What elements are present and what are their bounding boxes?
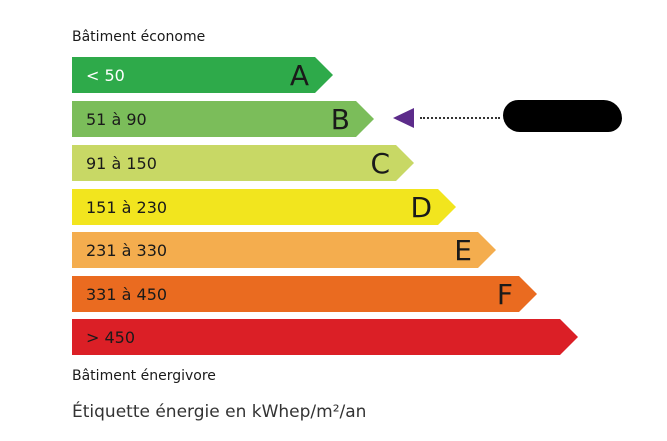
top-label: Bâtiment économe <box>72 29 206 45</box>
energy-class-bar-f: 331 à 450 F <box>72 276 537 312</box>
class-letter: D <box>410 190 432 224</box>
energy-class-bar-b: 51 à 90 B <box>72 101 374 137</box>
redacted-value <box>503 100 622 132</box>
indicator-arrow-icon <box>393 108 414 128</box>
class-range: > 450 <box>86 327 136 347</box>
class-range: 151 à 230 <box>86 197 168 217</box>
class-letter: B <box>330 102 350 136</box>
energy-class-bar-g: > 450 <box>72 319 578 355</box>
energy-class-bar-e: 231 à 330 E <box>72 232 496 268</box>
class-range: 231 à 330 <box>86 240 168 260</box>
class-range: 331 à 450 <box>86 284 168 304</box>
class-range: 91 à 150 <box>86 153 157 173</box>
class-letter: E <box>454 233 472 267</box>
class-letter: C <box>370 146 390 180</box>
energy-class-bar-c: 91 à 150 C <box>72 145 414 181</box>
indicator-dotted-line <box>420 117 500 119</box>
energy-class-bar-d: 151 à 230 D <box>72 189 456 225</box>
energy-class-bar-a: < 50 A <box>72 57 333 93</box>
class-letter: F <box>496 277 513 311</box>
class-letter: A <box>289 58 309 92</box>
class-range: 51 à 90 <box>86 109 147 129</box>
class-range: < 50 <box>86 65 125 85</box>
footer-caption: Étiquette énergie en kWhep/m²/an <box>72 402 367 422</box>
bottom-label: Bâtiment énergivore <box>72 368 216 384</box>
